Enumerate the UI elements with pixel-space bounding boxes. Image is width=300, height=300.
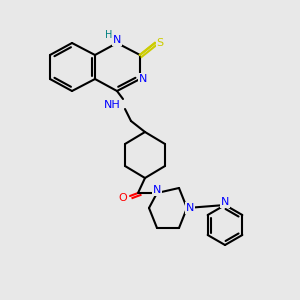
Text: N: N xyxy=(113,35,121,45)
Text: H: H xyxy=(105,30,113,40)
Text: N: N xyxy=(186,203,194,213)
Text: O: O xyxy=(118,193,127,203)
Text: S: S xyxy=(156,38,164,48)
Text: N: N xyxy=(139,74,147,84)
Text: N: N xyxy=(221,197,229,207)
Text: NH: NH xyxy=(103,100,120,110)
Text: N: N xyxy=(153,185,161,195)
